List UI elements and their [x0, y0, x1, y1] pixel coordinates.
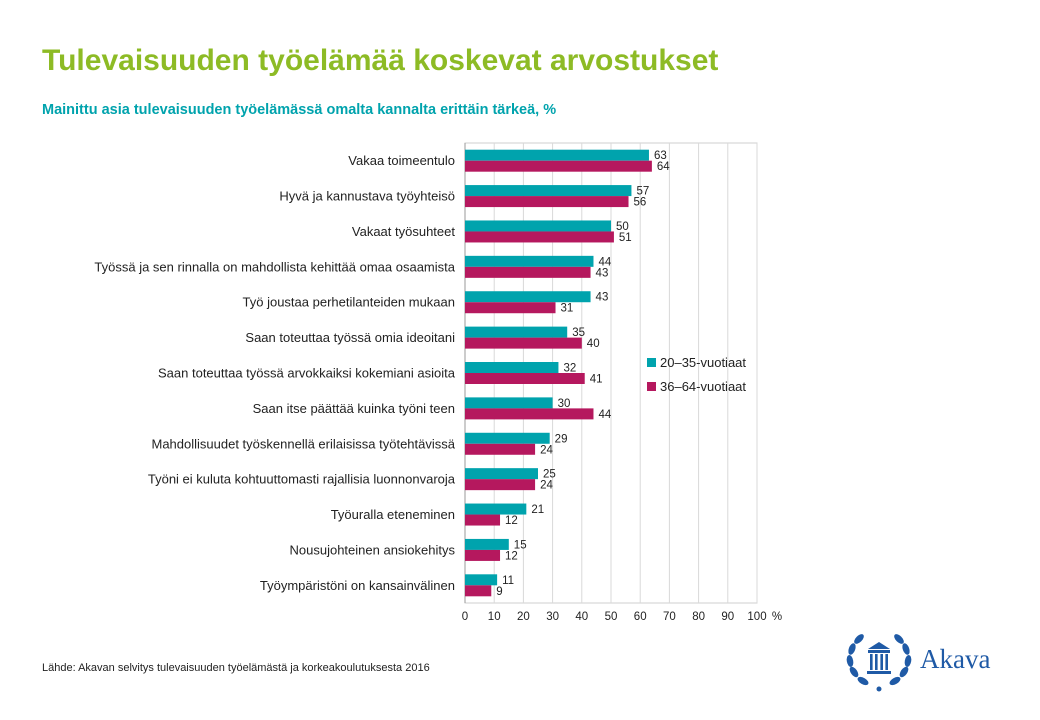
x-axis-unit: % — [772, 611, 782, 623]
bar-series2 — [465, 514, 501, 526]
data-label: 51 — [619, 232, 632, 244]
chart-subtitle: Mainittu asia tulevaisuuden työelämässä … — [42, 102, 557, 118]
category-label: Työssä ja sen rinnalla on mahdollista ke… — [94, 259, 455, 274]
data-label: 44 — [598, 256, 611, 268]
x-tick-label: 20 — [517, 611, 530, 623]
bar-series2 — [465, 302, 556, 314]
data-label: 21 — [531, 504, 544, 516]
data-label: 57 — [636, 186, 649, 198]
data-label: 9 — [496, 586, 502, 598]
source-note: Lähde: Akavan selvitys tulevaisuuden työ… — [42, 662, 430, 674]
bar-series1 — [465, 574, 498, 586]
legend-label: 20–35-vuotiaat — [660, 355, 746, 370]
bar-series2 — [465, 479, 536, 491]
bar-series2 — [465, 408, 594, 420]
legend-swatch — [647, 382, 656, 391]
category-label: Työympäristöni on kansainvälinen — [260, 578, 455, 593]
x-tick-label: 70 — [663, 611, 676, 623]
bar-series1 — [465, 468, 538, 480]
bar-series1 — [465, 220, 611, 232]
akava-logo: Akava — [844, 628, 1024, 694]
legend-swatch — [647, 358, 656, 367]
data-label: 32 — [563, 363, 576, 375]
bar-series1 — [465, 432, 550, 444]
x-tick-label: 10 — [488, 611, 501, 623]
bar-series1 — [465, 538, 509, 550]
data-label: 56 — [634, 197, 647, 209]
x-tick-label: 0 — [462, 611, 468, 623]
data-label: 63 — [654, 150, 667, 162]
data-label: 15 — [514, 539, 527, 551]
bar-series1 — [465, 255, 594, 267]
data-label: 41 — [590, 374, 603, 386]
category-label: Nousujohteinen ansiokehitys — [290, 542, 456, 557]
category-label: Mahdollisuudet työskennellä erilaisissa … — [152, 436, 456, 451]
x-tick-label: 30 — [546, 611, 559, 623]
data-label: 35 — [572, 327, 585, 339]
x-tick-label: 100 — [747, 611, 766, 623]
bar-series2 — [465, 585, 492, 597]
data-label: 43 — [596, 267, 609, 279]
bar-series1 — [465, 291, 591, 303]
category-label: Vakaat työsuhteet — [352, 224, 455, 239]
logo-wordmark: Akava — [920, 644, 991, 674]
bar-series2 — [465, 443, 536, 455]
data-label: 64 — [657, 161, 670, 173]
legend-label: 36–64-vuotiaat — [660, 379, 746, 394]
category-label: Työuralla eteneminen — [331, 507, 455, 522]
data-label: 11 — [502, 575, 514, 587]
data-label: 30 — [558, 398, 571, 410]
data-label: 24 — [540, 444, 553, 456]
bar-series2 — [465, 266, 591, 278]
data-label: 12 — [505, 550, 518, 562]
bar-series2 — [465, 196, 629, 208]
data-label: 12 — [505, 515, 518, 527]
x-tick-label: 50 — [605, 611, 618, 623]
x-tick-label: 60 — [634, 611, 647, 623]
x-tick-label: 90 — [721, 611, 734, 623]
data-label: 31 — [561, 303, 574, 315]
bar-series2 — [465, 231, 614, 243]
bar-series1 — [465, 362, 559, 373]
bar-series1 — [465, 149, 649, 161]
data-label: 25 — [543, 469, 556, 481]
category-label: Työ joustaa perhetilanteiden mukaan — [243, 295, 455, 310]
bar-series1 — [465, 397, 553, 409]
data-label: 24 — [540, 480, 553, 492]
category-label: Saan toteuttaa työssä arvokkaiksi kokemi… — [158, 366, 456, 381]
bar-series2 — [465, 337, 582, 349]
data-label: 50 — [616, 221, 629, 233]
category-label: Saan toteuttaa työssä omia ideoitani — [245, 330, 455, 345]
data-label: 40 — [587, 338, 600, 350]
category-label: Vakaa toimeentulo — [348, 153, 455, 168]
x-tick-label: 40 — [575, 611, 588, 623]
bar-series2 — [465, 373, 585, 384]
chart-title: Tulevaisuuden työelämää koskevat arvostu… — [42, 44, 719, 77]
bar-series1 — [465, 326, 568, 338]
x-tick-label: 80 — [692, 611, 705, 623]
category-label: Hyvä ja kannustava työyhteisö — [279, 189, 455, 204]
data-label: 29 — [555, 433, 568, 445]
category-label: Saan itse päättää kuinka työni teen — [253, 401, 455, 416]
bar-series1 — [465, 503, 527, 515]
data-label: 44 — [598, 409, 611, 421]
category-label: Työni ei kuluta kohtuuttomasti rajallisi… — [148, 472, 456, 487]
bar-series2 — [465, 549, 501, 561]
bar-series1 — [465, 185, 632, 197]
data-label: 43 — [596, 292, 609, 304]
laurel-wreath-column-icon — [846, 634, 912, 692]
bar-series2 — [465, 160, 652, 172]
